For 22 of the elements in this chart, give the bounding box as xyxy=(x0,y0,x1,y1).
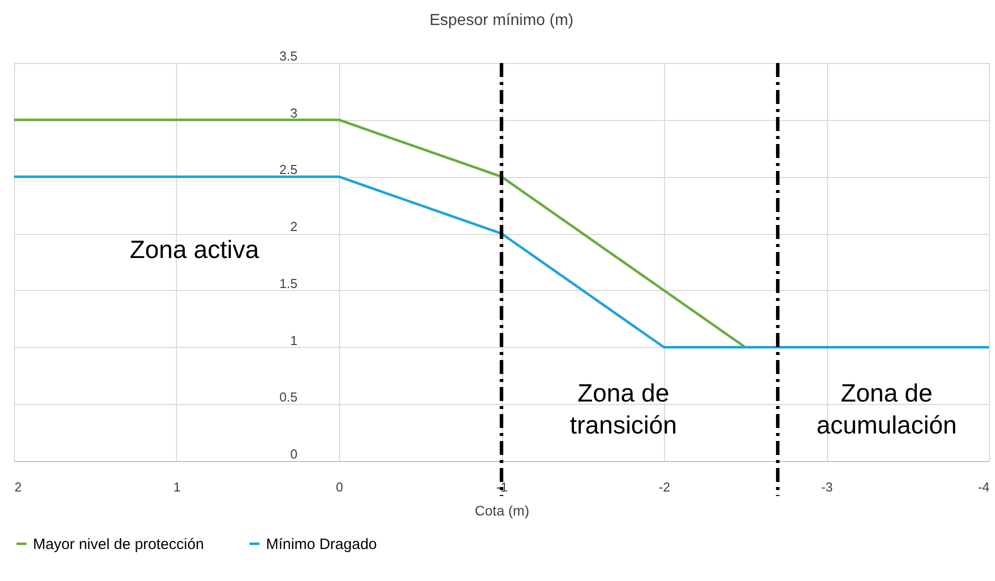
annotation: Zona de acumulación xyxy=(816,379,957,440)
x-tick-label: -4 xyxy=(978,480,990,494)
y-tick-label: 0.5 xyxy=(279,390,298,405)
x-tick-label: 0 xyxy=(336,480,344,494)
annotation: Zona activa xyxy=(130,236,260,264)
x-tick-label: -3 xyxy=(821,480,833,494)
x-tick-label: 1 xyxy=(173,480,181,494)
chart-title: Espesor mínimo (m) xyxy=(429,12,574,29)
x-tick-label: 2 xyxy=(14,480,22,494)
y-tick-label: 2 xyxy=(290,219,298,234)
y-tick-label: 0 xyxy=(290,446,298,462)
x-tick-label: -1 xyxy=(496,480,508,494)
x-axis-title: Cota (m) xyxy=(474,502,530,518)
y-tick-label: 2.5 xyxy=(279,162,298,178)
legend-label: Mínimo Dragado xyxy=(266,536,377,553)
y-tick-label: 3.5 xyxy=(279,48,298,64)
annotation: Zona de transición xyxy=(570,379,677,440)
y-tick-label: 1 xyxy=(290,332,298,348)
y-tick-label: 1.5 xyxy=(279,276,298,291)
x-tick-label: -2 xyxy=(658,480,670,494)
y-tick-label: 3 xyxy=(290,105,298,120)
legend-label: Mayor nivel de protección xyxy=(33,536,204,553)
